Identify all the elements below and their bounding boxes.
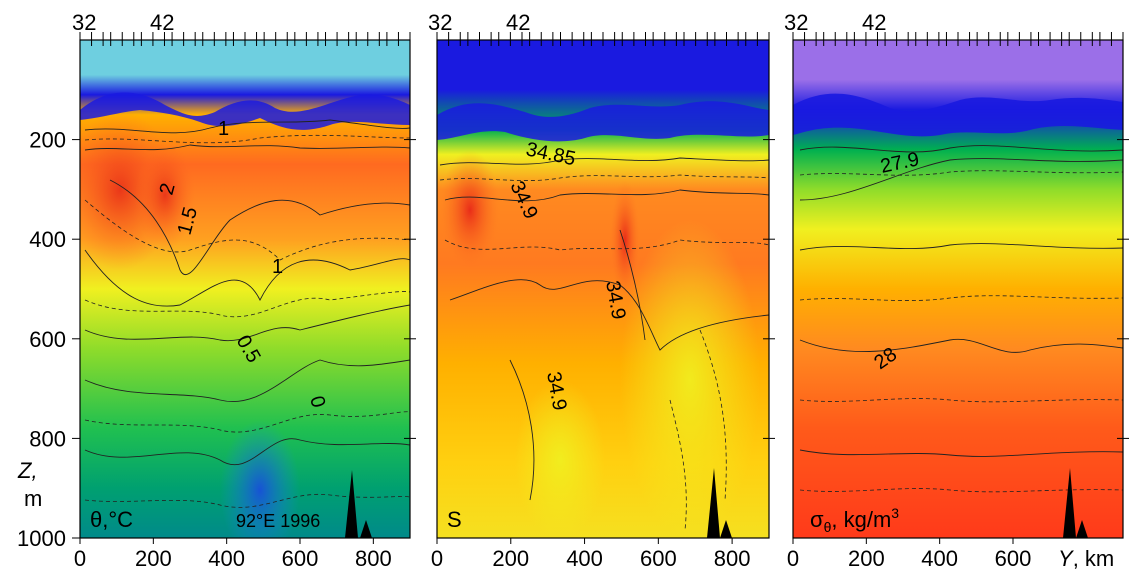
x-tick-label: 0 (74, 546, 86, 571)
panel-salinity (437, 40, 769, 538)
bathymetry-bump (1076, 520, 1088, 538)
x-tick-label: 600 (995, 546, 1032, 571)
contour-label: 0 (305, 394, 329, 410)
y-tick-label: 1000 (17, 526, 66, 551)
station-label-32: 32 (784, 10, 808, 35)
panel-annotation: 92°E 1996 (236, 511, 320, 531)
svg-text:σθ, kg/m3: σθ, kg/m3 (810, 505, 899, 535)
bathymetry-bump (720, 520, 732, 538)
fresh-deep-center (515, 380, 605, 538)
x-tick-label: 400 (208, 546, 245, 571)
contour-label: 1 (218, 118, 229, 140)
sigma-units: , kg/m (831, 507, 891, 532)
sigma-superscript: 3 (891, 505, 899, 521)
x-tick-label: 0 (431, 546, 443, 571)
x-axis-label: Y, km (1058, 546, 1114, 571)
x-axes: 0 200 400 600 800 0 200 400 600 800 0 200 400 600 (74, 538, 1031, 571)
station-ticks (79, 32, 1124, 46)
x-tick-label: 0 (787, 546, 799, 571)
top-station-labels: 32 42 32 42 32 42 (72, 10, 886, 35)
y-axis-label-m: m (24, 486, 42, 511)
cold-deep-patch (220, 420, 300, 538)
x-axis-label-y: Y (1058, 546, 1074, 571)
contour-label: 2 (156, 181, 180, 197)
x-tick-label: 400 (566, 546, 603, 571)
fresh-deep-east (620, 220, 760, 538)
sigma-subscript: θ (824, 519, 832, 535)
panel-label-theta: θ,°C (90, 507, 133, 532)
sigma-symbol: σ (810, 507, 824, 532)
x-tick-label: 600 (640, 546, 677, 571)
station-label-32: 32 (428, 10, 452, 35)
panel-label-density: σθ, kg/m3 (810, 505, 899, 535)
warm-core-center (135, 140, 195, 250)
contour-label: 1 (272, 256, 283, 278)
bathymetry-spike (1063, 468, 1076, 538)
x-tick-label: 200 (848, 546, 885, 571)
station-label-42: 42 (150, 10, 174, 35)
x-tick-label: 200 (135, 546, 172, 571)
bathymetry-bump (360, 520, 372, 538)
x-tick-label: 200 (492, 546, 529, 571)
panel-temperature (80, 40, 410, 538)
station-label-42: 42 (506, 10, 530, 35)
x-axis-label-km: , km (1073, 546, 1115, 571)
x-tick-label: 800 (355, 546, 392, 571)
station-label-42: 42 (862, 10, 886, 35)
x-tick-label: 800 (714, 546, 751, 571)
bathymetry-spike (345, 470, 358, 538)
salinity-max-core (440, 150, 500, 270)
y-tick-label: 600 (29, 327, 66, 352)
salinity-max-lens (610, 180, 640, 300)
station-label-32: 32 (72, 10, 96, 35)
y-tick-label: 800 (29, 426, 66, 451)
bathymetry-spike (707, 468, 720, 538)
panel-label-salinity: S (447, 507, 462, 532)
x-tick-label: 400 (921, 546, 958, 571)
panel-density (793, 40, 1123, 538)
x-tick-label: 600 (282, 546, 319, 571)
y-tick-label: 400 (29, 227, 66, 252)
y-tick-label: 200 (29, 128, 66, 153)
y-axis-label-z: Z, (17, 458, 38, 483)
y-axis: 200 400 600 800 1000 (17, 128, 1129, 551)
